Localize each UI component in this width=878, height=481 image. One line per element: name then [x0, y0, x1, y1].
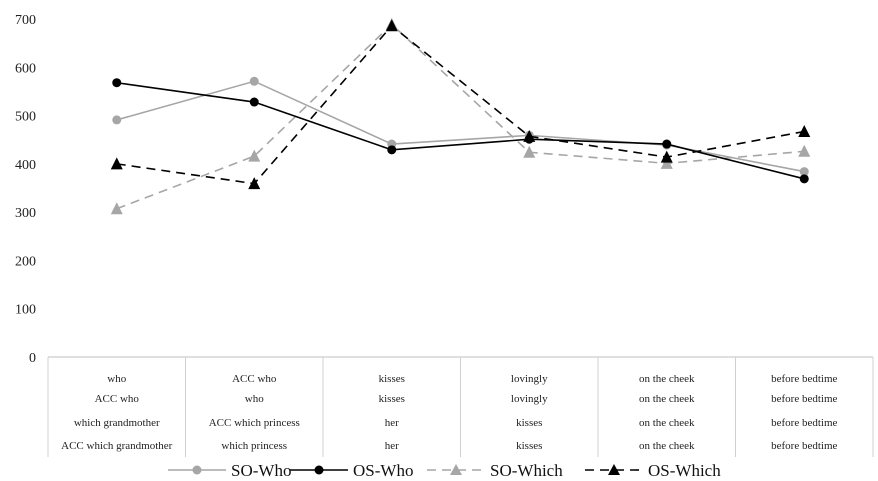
category-label: which grandmother [74, 417, 160, 429]
data-point-os-which [660, 150, 673, 163]
series-line-os-who [116, 81, 805, 180]
legend: SO-Who OS-Who SO-Which OS-Which [168, 461, 721, 480]
category-label: her [385, 440, 399, 452]
category-table: who ACC who kisses lovingly on the cheek befo… [47, 356, 874, 457]
series-line-so-who [116, 80, 805, 173]
category-label: kisses [379, 393, 405, 405]
legend-item-os-who: OS-Who [290, 461, 413, 480]
legend-item-os-which: OS-Which [585, 461, 721, 480]
legend-marker [450, 464, 462, 475]
category-label: lovingly [511, 393, 548, 405]
category-label: ACC which princess [209, 417, 300, 429]
y-tick-label-700: 700 [15, 13, 36, 28]
data-point-os-which [523, 129, 536, 142]
data-point-so-which [798, 144, 811, 157]
series-line-so-which [116, 23, 805, 210]
data-point-so-which [110, 202, 123, 215]
legend-item-so-who: SO-Who [168, 461, 291, 480]
data-point-so-which [523, 145, 536, 158]
y-axis: 0 100 200 300 400 500 600 700 [15, 13, 36, 366]
data-point-so-which [248, 149, 261, 162]
data-point-so-who [112, 115, 122, 125]
category-label: on the cheek [639, 417, 695, 429]
category-label: which princess [221, 440, 287, 452]
legend-marker [192, 465, 202, 475]
data-point-os-who [112, 78, 122, 88]
data-point-os-who [249, 97, 259, 107]
category-label: who [245, 393, 264, 405]
data-point-os-which [798, 125, 811, 138]
y-tick-label-200: 200 [15, 254, 36, 269]
series-lines [110, 17, 811, 215]
series-line-os-which [116, 24, 805, 185]
data-point-so-which [660, 156, 673, 169]
data-point-os-who [387, 145, 397, 155]
category-label: before bedtime [771, 373, 837, 385]
legend-label: SO-Who [231, 461, 291, 480]
data-point-so-who [799, 167, 809, 177]
category-label: before bedtime [771, 417, 837, 429]
y-tick-label-600: 600 [15, 61, 36, 76]
data-point-os-who [799, 174, 809, 184]
data-point-os-which [248, 177, 261, 190]
category-label: her [385, 417, 399, 429]
legend-label: SO-Which [490, 461, 563, 480]
data-point-os-which [385, 19, 398, 32]
data-point-so-who [249, 76, 259, 86]
legend-marker [314, 465, 324, 475]
legend-label: OS-Who [353, 461, 413, 480]
legend-label: OS-Which [648, 461, 721, 480]
y-tick-label-400: 400 [15, 158, 36, 173]
category-label: ACC who [232, 373, 277, 385]
y-tick-label-300: 300 [15, 206, 36, 221]
y-tick-label-100: 100 [15, 303, 36, 318]
legend-item-so-which: SO-Which [427, 461, 563, 480]
category-label: before bedtime [771, 440, 837, 452]
category-label: ACC who [95, 393, 140, 405]
category-label: lovingly [511, 373, 548, 385]
category-label: on the cheek [639, 373, 695, 385]
category-label: kisses [516, 440, 542, 452]
category-label: on the cheek [639, 393, 695, 405]
y-tick-label-500: 500 [15, 110, 36, 125]
category-label: kisses [379, 373, 405, 385]
category-label: who [107, 373, 126, 385]
data-point-os-which [110, 157, 123, 170]
legend-marker [608, 464, 620, 475]
y-tick-label-0: 0 [29, 351, 36, 366]
category-label: kisses [516, 417, 542, 429]
category-label: before bedtime [771, 393, 837, 405]
category-label: on the cheek [639, 440, 695, 452]
category-label: ACC which grandmother [61, 440, 173, 452]
data-point-os-who [662, 139, 672, 149]
